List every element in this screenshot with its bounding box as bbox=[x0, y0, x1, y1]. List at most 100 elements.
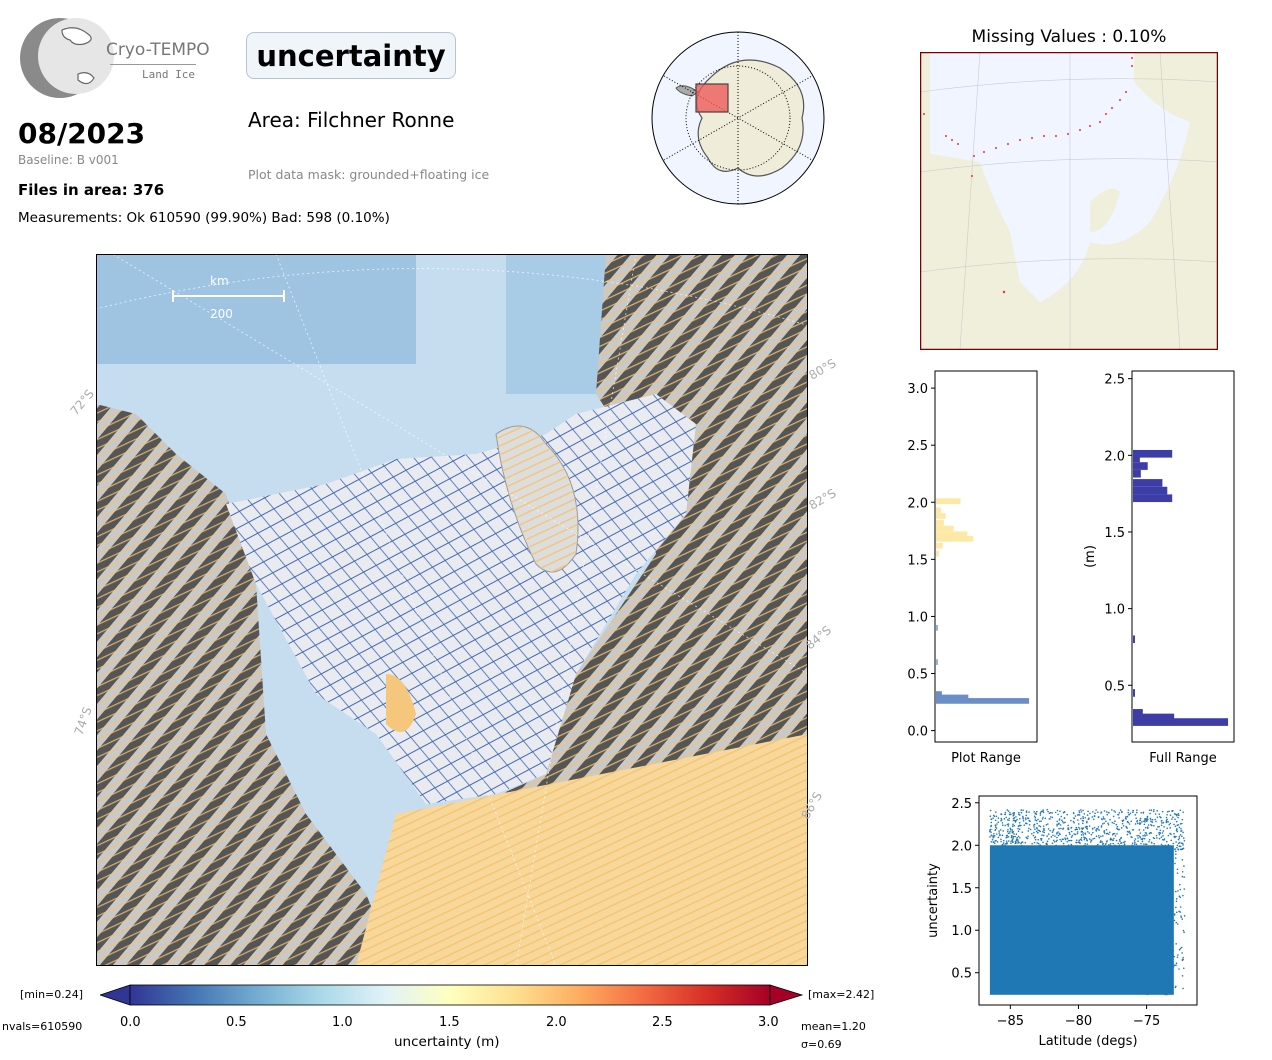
scatter-point bbox=[1161, 985, 1163, 988]
scatter-point bbox=[1147, 877, 1150, 879]
scatter-point bbox=[1169, 940, 1171, 942]
scatter-point bbox=[1158, 813, 1161, 816]
scatter-point bbox=[1141, 961, 1144, 964]
locator-area-box bbox=[695, 83, 729, 113]
scatter-point bbox=[1126, 830, 1129, 833]
scatter-point bbox=[1095, 845, 1098, 847]
scatter-point bbox=[1183, 931, 1185, 933]
scatter-point bbox=[1168, 810, 1170, 813]
scatter-point bbox=[1046, 808, 1049, 811]
scatter-point bbox=[1007, 836, 1010, 838]
scatter-point bbox=[1040, 839, 1043, 841]
scatter-point bbox=[1000, 840, 1002, 843]
scatter-point bbox=[1175, 921, 1178, 924]
scatter-point bbox=[1140, 812, 1143, 814]
scatter-point bbox=[1035, 827, 1038, 829]
scatter-point bbox=[996, 847, 999, 849]
scatter-point bbox=[1155, 937, 1158, 940]
scatter-point bbox=[1170, 911, 1173, 914]
measurements-label: Measurements: Ok 610590 (99.90%) Bad: 59… bbox=[18, 210, 390, 226]
sigma-label: σ=0.69 bbox=[801, 1038, 842, 1051]
y-tick-label: 0.5 bbox=[951, 967, 972, 982]
y-tick-label: 0.5 bbox=[1104, 679, 1125, 694]
scatter-point bbox=[1118, 828, 1120, 831]
scatter-point bbox=[1113, 822, 1115, 825]
scatter-point bbox=[1148, 944, 1151, 947]
scatter-point bbox=[1147, 954, 1150, 956]
scatter-point bbox=[1153, 837, 1156, 840]
scatter-point bbox=[1012, 837, 1014, 840]
scatter-point bbox=[1158, 837, 1161, 840]
scatter-point bbox=[1174, 986, 1177, 989]
scatter-point bbox=[1177, 824, 1180, 826]
scatter-point bbox=[1157, 949, 1160, 952]
scatter-point bbox=[1175, 962, 1178, 965]
scatter-point bbox=[1158, 833, 1161, 836]
scatter-point bbox=[1141, 913, 1144, 916]
y-tick-label: 0.5 bbox=[907, 668, 928, 683]
scatter-point bbox=[1098, 836, 1101, 839]
scatter-point bbox=[1158, 918, 1161, 921]
scatter-point bbox=[1082, 809, 1084, 812]
scatter-point bbox=[995, 839, 997, 842]
colorbar-bar bbox=[129, 984, 771, 1006]
scatter-point bbox=[1125, 825, 1127, 828]
scatter-point bbox=[1020, 841, 1023, 844]
scatter-point bbox=[1040, 811, 1042, 813]
scatter-point bbox=[1105, 811, 1108, 813]
scatter-point bbox=[1082, 833, 1085, 836]
scatter-point bbox=[1058, 818, 1061, 820]
scatter-point bbox=[1178, 895, 1181, 897]
scatter-point bbox=[1142, 985, 1145, 988]
scatter-point bbox=[1147, 852, 1149, 854]
scatter-point bbox=[1053, 847, 1056, 850]
y-tick-label: 2.0 bbox=[951, 839, 972, 854]
scatter-point bbox=[1175, 841, 1177, 843]
scatter-point bbox=[1066, 841, 1068, 843]
scatter-point bbox=[1150, 819, 1152, 821]
scatter-point bbox=[1154, 987, 1156, 989]
hist-bar bbox=[936, 659, 938, 665]
scatter-point bbox=[994, 819, 997, 822]
scatter-point bbox=[1131, 836, 1133, 839]
scatter-point bbox=[1103, 847, 1105, 849]
scatter-point bbox=[1177, 814, 1180, 817]
scatter-point bbox=[1178, 968, 1180, 970]
scatter-point bbox=[1148, 861, 1150, 863]
scatter-point bbox=[1128, 845, 1131, 848]
scatter-point bbox=[1149, 961, 1152, 964]
scatter-point bbox=[1007, 828, 1009, 831]
scatter-point bbox=[1117, 842, 1120, 845]
scatter-point bbox=[1067, 828, 1070, 831]
scatter-point bbox=[1166, 915, 1169, 918]
scatter-point bbox=[1143, 834, 1146, 836]
scatter-point bbox=[1172, 816, 1174, 818]
scatter-point bbox=[1144, 826, 1147, 829]
scatter-point bbox=[1174, 862, 1176, 865]
scatter-point bbox=[1133, 840, 1136, 842]
scatter-point bbox=[1057, 813, 1059, 816]
scatter-point bbox=[1017, 830, 1020, 833]
scatter-point bbox=[1107, 811, 1110, 814]
colorbar bbox=[100, 984, 804, 1006]
scatter-point bbox=[1030, 847, 1033, 849]
hist-bar bbox=[936, 507, 941, 514]
scatter-point bbox=[1040, 846, 1043, 849]
scatter-point bbox=[1176, 844, 1179, 847]
scatter-point bbox=[1008, 819, 1010, 822]
scatter-point bbox=[1173, 913, 1176, 915]
scatter-point bbox=[1087, 818, 1090, 820]
scatter-point bbox=[1081, 822, 1084, 825]
scatter-point bbox=[1022, 815, 1024, 818]
scatter-point bbox=[1158, 825, 1160, 828]
scatter-point bbox=[990, 840, 993, 843]
scatter-point bbox=[1097, 816, 1100, 819]
scatter-point bbox=[1174, 857, 1177, 859]
scatter-point bbox=[995, 815, 998, 818]
scatter-point bbox=[1162, 915, 1164, 918]
scatter-point bbox=[1167, 820, 1169, 823]
scatter-point bbox=[1138, 829, 1141, 831]
scatter-point bbox=[1096, 811, 1099, 814]
scatter-point bbox=[1142, 942, 1144, 945]
scatter-point bbox=[1163, 980, 1166, 983]
